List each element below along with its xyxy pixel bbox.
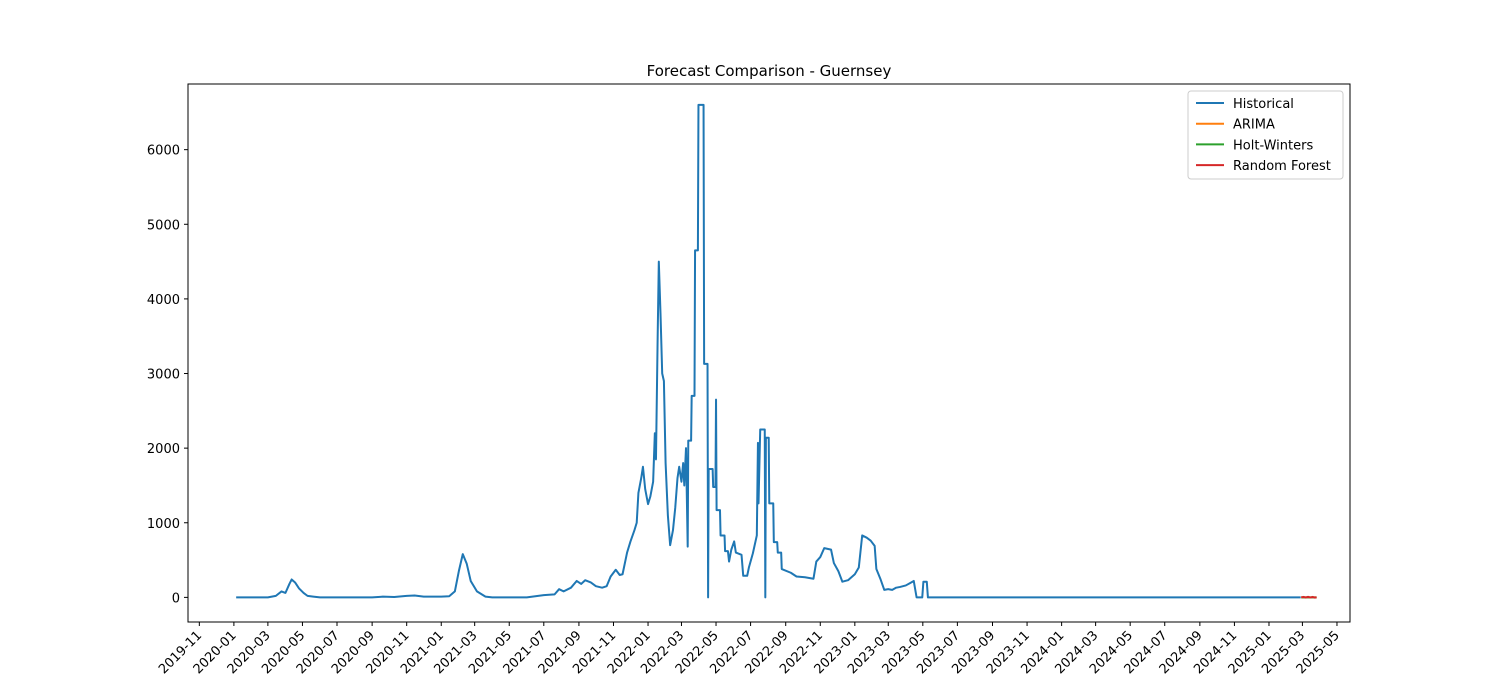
series-line-historical [236, 103, 1301, 599]
legend-label-random-forest: Random Forest [1233, 159, 1331, 174]
y-tick-label: 2000 [147, 442, 180, 457]
legend-label-arima: ARIMA [1233, 118, 1275, 133]
y-tick-label: 3000 [147, 368, 180, 383]
y-tick-label: 6000 [147, 144, 180, 159]
chart-title: Forecast Comparison - Guernsey [647, 62, 892, 80]
series-line-random-forest [1301, 595, 1317, 599]
legend-label-historical: Historical [1233, 97, 1294, 112]
plot-frame [187, 83, 1351, 623]
series-layer [236, 103, 1317, 599]
y-tick-label: 0 [172, 591, 180, 606]
y-tick-label: 5000 [147, 218, 180, 233]
legend: Historical ARIMA Holt-Winters Random Forest [1187, 90, 1344, 180]
y-tick-label: 1000 [147, 517, 180, 532]
legend-box [1187, 90, 1344, 180]
y-tick-label: 4000 [147, 293, 180, 308]
legend-label-holt-winters: Holt-Winters [1233, 138, 1313, 153]
y-axis: 0 1000 2000 3000 4000 5000 6000 [147, 144, 188, 606]
